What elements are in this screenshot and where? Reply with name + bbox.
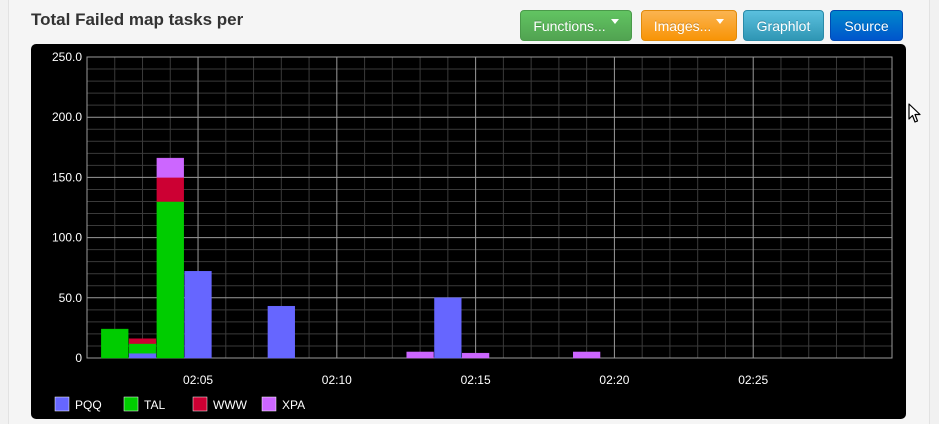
functions-menu-button[interactable]: Functions... [520,10,632,41]
data-bar-xpa [573,351,601,359]
source-button-label: Source [844,17,889,34]
y-tick-label: 0 [75,351,82,365]
legend-swatch-xpa [261,396,277,412]
graphlot-button[interactable]: Graphlot [743,10,824,41]
data-bar-www [156,177,184,202]
mouse-pointer-icon [908,103,921,123]
legend-swatch-www [192,396,208,412]
data-bar-tal [101,328,129,359]
caret-down-icon [610,19,619,24]
caret-down-icon [716,19,725,24]
legend-label-tal: TAL [144,398,165,412]
legend-label-xpa: XPA [282,398,305,412]
y-tick-label: 100.0 [52,231,82,245]
images-button-label: Images... [653,17,712,34]
y-tick-label: 150.0 [52,170,82,184]
images-menu-button[interactable]: Images... [641,10,737,41]
plot-border [86,56,893,359]
functions-button-label: Functions... [533,17,606,34]
data-bar-pqq [267,305,295,359]
data-bar-xpa [406,351,434,359]
panel-title: Total Failed map tasks per [31,10,244,29]
data-bar-www [128,338,157,344]
graphlot-button-label: Graphlot [756,17,811,34]
chart-area[interactable]: 250.0 200.0 150.0 100.0 50.0 0 02:05 02:10 02:15… [31,44,906,419]
data-bar-tal [128,343,157,354]
y-tick-label: 200.0 [52,110,82,124]
data-bar-pqq [128,352,157,359]
x-tick-label: 02:05 [183,373,213,387]
source-button[interactable]: Source [830,10,903,41]
data-bar-pqq [434,297,462,359]
legend-swatch-pqq [54,396,70,412]
legend-label-www: WWW [213,398,248,412]
x-tick-label: 02:10 [322,373,352,387]
data-bar-pqq [184,271,212,359]
legend-label-pqq: PQQ [75,398,102,412]
x-tick-label: 02:20 [599,373,629,387]
stacked-area-chart: 250.0 200.0 150.0 100.0 50.0 0 02:05 02:10 02:15… [52,50,893,412]
data-bar-xpa [156,157,184,178]
y-tick-label: 250.0 [52,50,82,64]
x-tick-label: 02:25 [738,373,768,387]
legend-swatch-tal [123,396,139,412]
y-tick-label: 50.0 [59,291,83,305]
data-bar-tal [156,201,184,359]
data-bar-xpa [461,352,490,359]
x-tick-label: 02:15 [461,373,491,387]
